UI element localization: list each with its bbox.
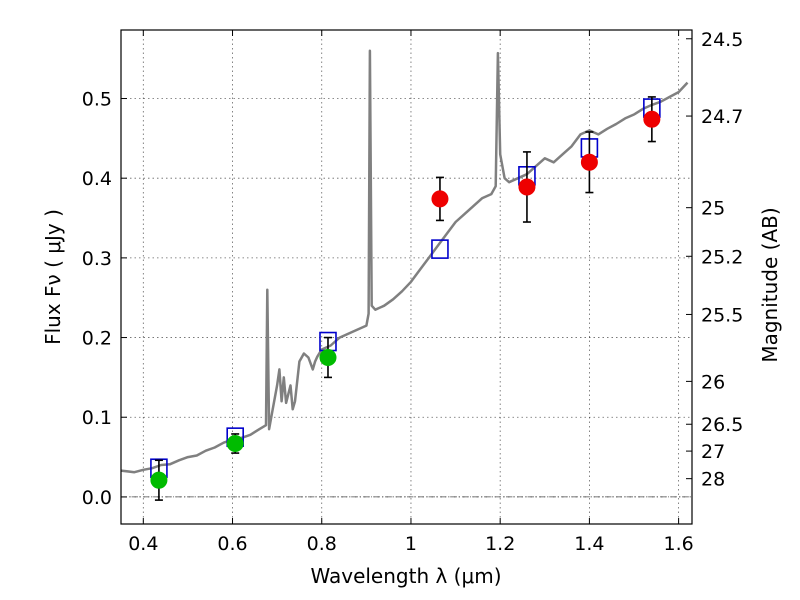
x-tick-label: 0.6: [217, 533, 247, 555]
plot-frame: [120, 29, 693, 525]
y-tick-label: 0.4: [82, 168, 112, 190]
x-tick-label: 1: [405, 533, 417, 555]
observed-point: [518, 178, 536, 196]
y2-axis-title: Magnitude (AB): [758, 207, 782, 362]
ticks-layer: 0.4 0.6 0.8 1 1.2 1.4 1.6 0.0 0.1 0.2 0.3 0.4 0.5 24.…: [82, 29, 744, 555]
mag-tick-label: 24.7: [701, 106, 743, 128]
x-tick-label: 0.4: [128, 533, 158, 555]
mag-tick-label: 26.5: [701, 414, 743, 436]
mag-tick-label: 25: [701, 198, 725, 220]
mag-tick-label: 26: [701, 371, 725, 393]
x-tick-label: 0.8: [307, 533, 337, 555]
observed-point: [319, 348, 337, 366]
x-tick-label: 1.2: [485, 533, 515, 555]
mag-tick-label: 25.2: [701, 246, 743, 268]
plot-layer: [120, 49, 689, 501]
y-tick-label: 0.5: [82, 89, 112, 111]
y-axis-title: Flux Fν ( μJy ): [41, 209, 65, 345]
observed-point: [226, 435, 244, 453]
observed-point: [150, 471, 168, 489]
observed-point: [643, 110, 661, 128]
x-tick-label: 1.4: [574, 533, 604, 555]
mag-tick-label: 25.5: [701, 304, 743, 326]
mag-tick-label: 27: [701, 441, 725, 463]
model-band-square: [431, 239, 449, 259]
model-spectrum-line: [120, 49, 689, 474]
grid-layer: [121, 30, 692, 524]
y-tick-label: 0.3: [82, 248, 112, 270]
mag-tick-label: 28: [701, 469, 725, 491]
x-axis-title: Wavelength λ (μm): [310, 564, 501, 588]
y-tick-label: 0.1: [82, 407, 112, 429]
y-tick-label: 0.2: [82, 328, 112, 350]
observed-point: [580, 153, 598, 171]
x-tick-label: 1.6: [664, 533, 694, 555]
y-tick-label: 0.0: [82, 487, 112, 509]
mag-tick-label: 24.5: [701, 29, 743, 51]
observed-point: [431, 190, 449, 208]
